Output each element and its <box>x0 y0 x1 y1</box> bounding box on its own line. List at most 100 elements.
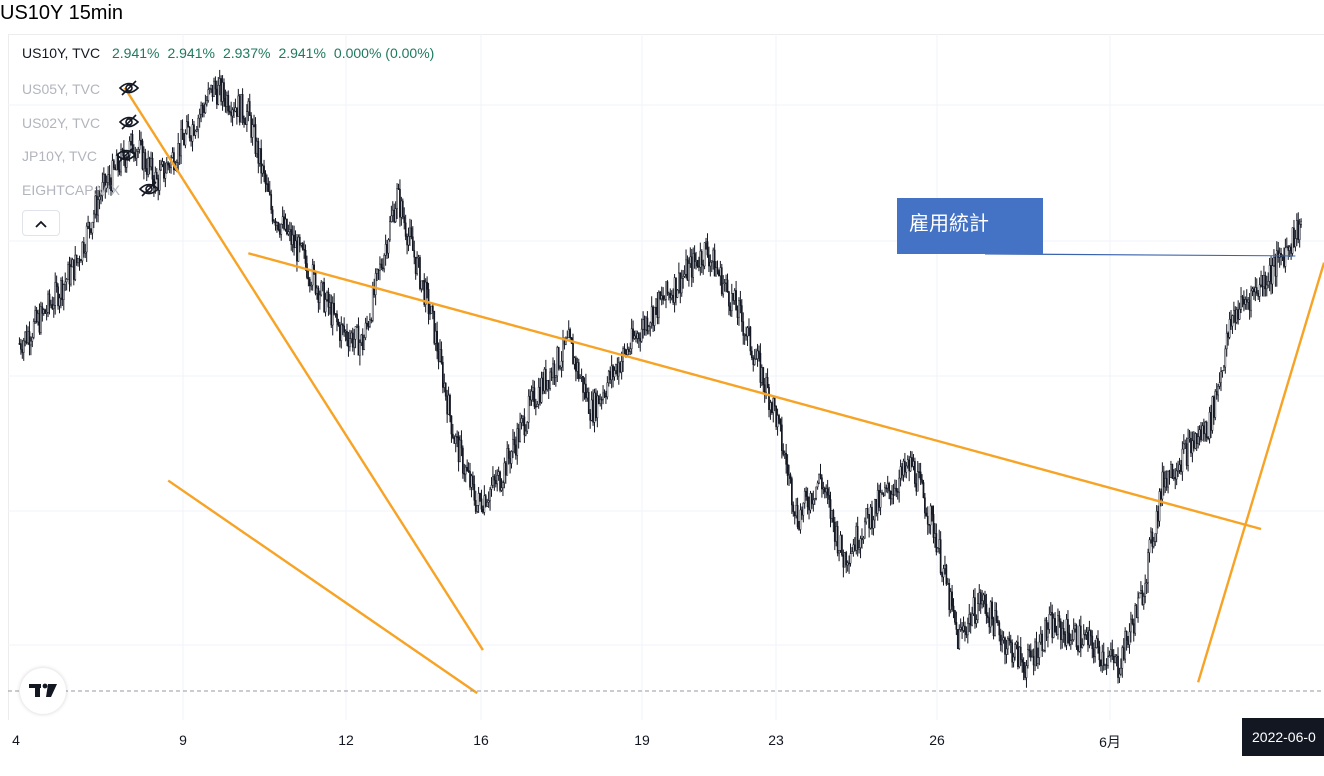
candle-body <box>726 279 729 293</box>
candle-body <box>688 263 690 281</box>
eye-off-icon[interactable] <box>118 113 140 135</box>
candle-body <box>1170 463 1172 478</box>
candle-body <box>404 222 407 237</box>
candle-body <box>949 591 952 610</box>
candle-body <box>356 325 358 328</box>
candle-body <box>655 298 657 308</box>
candle-body <box>1054 618 1056 632</box>
candle-body <box>708 254 710 267</box>
x-tick-label: 9 <box>179 732 187 748</box>
candle-body <box>775 405 777 428</box>
candle-body <box>1248 299 1251 311</box>
candle-body <box>75 254 78 264</box>
candle-body <box>997 620 999 623</box>
collapse-legend-button[interactable] <box>22 210 60 236</box>
candle-body <box>938 539 941 549</box>
candle-body <box>1223 366 1225 371</box>
candle-body <box>205 100 208 105</box>
candle-body <box>1164 478 1167 488</box>
close-value: 2.941% <box>278 45 326 61</box>
candle-body <box>605 395 607 398</box>
candles <box>18 69 1302 688</box>
candle-body <box>1161 471 1164 500</box>
eye-off-icon[interactable] <box>138 180 160 202</box>
chart-area[interactable] <box>8 34 1324 720</box>
candle-body <box>1157 511 1159 522</box>
candle-body <box>437 350 440 362</box>
candle-body <box>966 623 969 636</box>
candle-body <box>1052 618 1055 638</box>
candle-body <box>363 337 366 350</box>
candle-body <box>223 82 225 99</box>
chevron-up-icon <box>35 215 47 231</box>
candle-body <box>828 494 830 500</box>
candle-body <box>1011 642 1014 663</box>
candle-body <box>916 471 919 492</box>
candle-body <box>318 294 321 303</box>
candle-body <box>989 601 992 628</box>
candle-body <box>978 592 981 604</box>
candle-body <box>936 547 939 553</box>
candle-body <box>740 305 743 322</box>
candle-body <box>1128 631 1131 646</box>
candle-body <box>346 331 348 341</box>
candle-body <box>878 490 880 508</box>
candle-body <box>307 277 310 280</box>
candle-body <box>955 622 958 630</box>
candle-body <box>951 591 953 607</box>
tradingview-logo[interactable] <box>20 668 66 714</box>
eye-off-icon[interactable] <box>115 146 137 168</box>
candle-body <box>1111 649 1114 657</box>
candle-body <box>1025 665 1028 678</box>
candle-body <box>1192 440 1195 449</box>
candle-body <box>493 476 496 481</box>
candle-body <box>48 293 51 306</box>
candle-body <box>1068 632 1071 645</box>
eye-off-icon[interactable] <box>118 79 140 101</box>
x-axis[interactable]: 4 9 12 16 19 23 26 6月 <box>0 720 1324 776</box>
candle-body <box>626 349 629 356</box>
candle-body <box>925 512 928 517</box>
candle-body <box>270 194 273 211</box>
candle-body <box>220 78 222 102</box>
candle-body <box>1215 391 1218 396</box>
candle-body <box>956 629 959 650</box>
candle-body <box>771 402 773 414</box>
candle-body <box>390 215 393 222</box>
candle-body <box>1058 615 1061 622</box>
candle-body <box>690 256 693 278</box>
legend-item-us02y[interactable]: US02Y, TVC <box>22 113 140 135</box>
legend-item-us05y[interactable]: US05Y, TVC <box>22 79 140 101</box>
candle-body <box>401 200 404 218</box>
candle-body <box>77 258 79 264</box>
candle-body <box>1230 319 1232 327</box>
callout-box[interactable]: 雇用統計 <box>897 198 1043 254</box>
candle-body <box>321 282 324 284</box>
x-tick-label: 23 <box>768 732 784 748</box>
candle-body <box>470 475 473 488</box>
candle-body <box>832 510 835 523</box>
candle-body <box>357 325 360 356</box>
candle-body <box>1018 646 1021 667</box>
candle-body <box>1291 227 1294 254</box>
candle-body <box>1012 656 1015 663</box>
candle-body <box>379 263 381 271</box>
candle-body <box>801 509 803 516</box>
trendlines <box>123 87 1324 695</box>
legend-item-jp10y[interactable]: JP10Y, TVC <box>22 146 137 168</box>
candle-body <box>733 290 736 301</box>
candle-body <box>20 343 22 350</box>
candle-body <box>1064 634 1066 646</box>
candle-body <box>453 437 456 444</box>
candle-body <box>1105 663 1108 666</box>
candle-body <box>1112 655 1115 663</box>
candle-body <box>266 183 268 185</box>
legend-item-vix[interactable]: EIGHTCAP:VIX <box>22 180 160 202</box>
candle-body <box>130 133 132 142</box>
candle-body <box>1042 649 1045 652</box>
candle-body <box>773 398 776 407</box>
candle-body <box>1285 246 1288 249</box>
candle-body <box>613 370 616 378</box>
candle-body <box>620 361 623 373</box>
